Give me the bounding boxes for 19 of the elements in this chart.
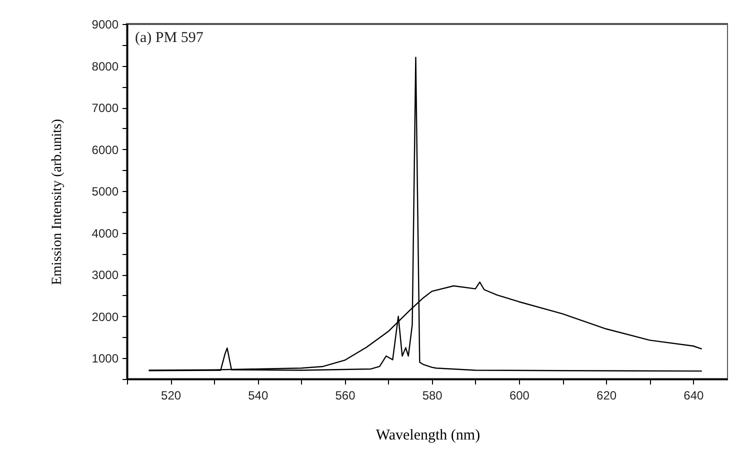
x-tick-label: 560 bbox=[335, 388, 356, 402]
y-tick-label: 2000 bbox=[92, 310, 119, 324]
y-tick-label: 8000 bbox=[92, 59, 119, 74]
x-tick-label: 620 bbox=[596, 388, 617, 402]
x-axis-title: Wavelength (nm) bbox=[376, 428, 480, 444]
x-tick-label: 600 bbox=[509, 388, 530, 402]
x-tick-label: 640 bbox=[684, 388, 704, 402]
y-tick-label: 7000 bbox=[92, 101, 119, 116]
y-tick-label: 4000 bbox=[92, 226, 119, 240]
y-tick-label: 6000 bbox=[92, 142, 119, 157]
y-tick-label: 5000 bbox=[92, 184, 119, 199]
x-tick-label: 520 bbox=[161, 388, 182, 402]
x-tick-label: 540 bbox=[248, 388, 268, 402]
x-tick-label: 580 bbox=[422, 388, 443, 402]
y-tick-label: 3000 bbox=[92, 268, 119, 282]
annotation: (a) PM 597 bbox=[135, 30, 204, 46]
y-axis-title: Emission Intensity (arb.units) bbox=[50, 118, 65, 286]
y-tick-label: 1000 bbox=[92, 352, 119, 366]
y-tick-label: 9000 bbox=[92, 18, 119, 32]
